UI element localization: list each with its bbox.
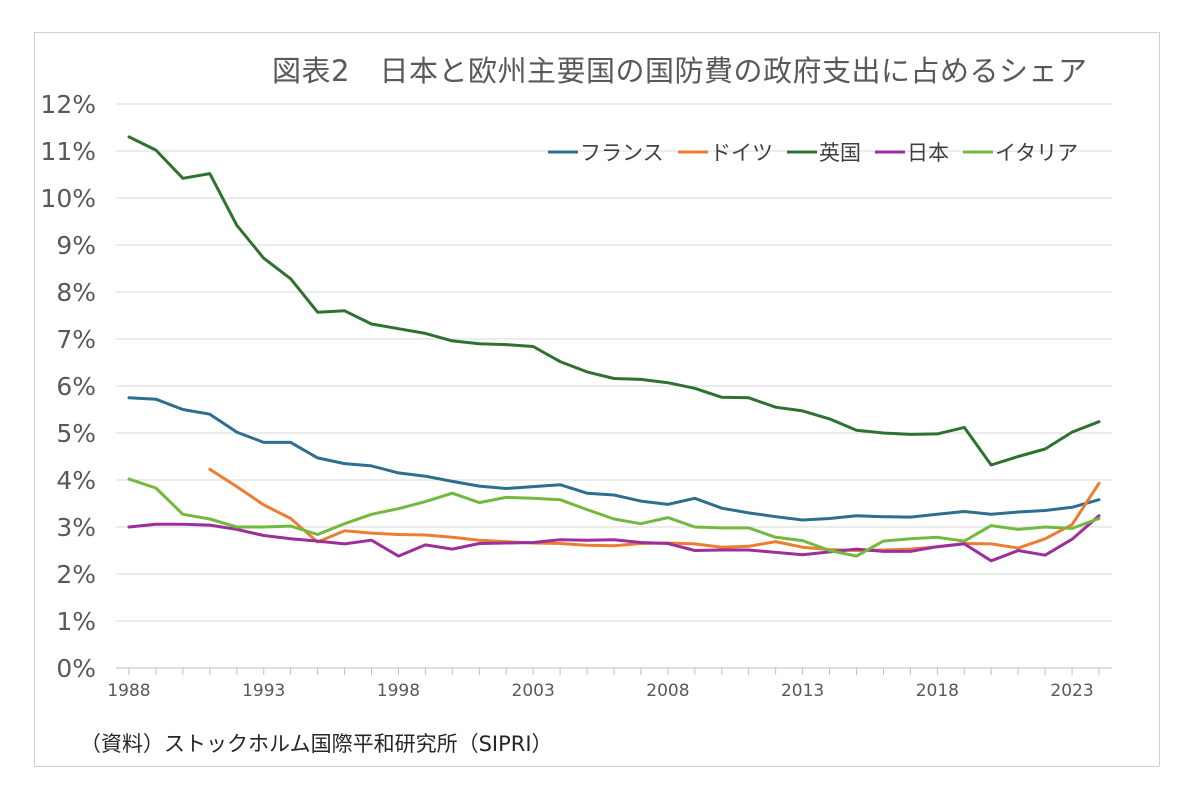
gridlines — [116, 103, 1112, 669]
legend: フランス ドイツ 英国 日本 イタリア — [548, 141, 1078, 165]
y-tick-label: 5% — [56, 419, 96, 448]
y-axis-ticks: 0% 1% 2% 3% 4% 5% 6% 7% 8% 9% 10% 11% 12% — [40, 90, 96, 683]
chart-frame — [34, 32, 1160, 767]
x-tick-label: 1988 — [107, 681, 150, 701]
y-tick-label: 2% — [56, 560, 96, 589]
series-lines — [127, 135, 1101, 563]
y-tick-label: 10% — [40, 184, 96, 213]
x-tick-label: 1993 — [242, 681, 285, 701]
y-tick-label: 3% — [56, 513, 96, 542]
source-note: （資料）ストックホルム国際平和研究所（SIPRI） — [80, 732, 553, 756]
y-tick-label: 7% — [56, 325, 96, 354]
legend-label: 日本 — [907, 141, 949, 165]
y-tick-label: 4% — [56, 466, 96, 495]
legend-label: イタリア — [995, 141, 1078, 165]
x-tick-label: 1998 — [377, 681, 420, 701]
legend-label: ドイツ — [710, 141, 773, 165]
y-tick-label: 8% — [56, 278, 96, 307]
series-line-4 — [127, 477, 1101, 558]
y-tick-label: 9% — [56, 231, 96, 260]
series-line-3 — [127, 514, 1101, 563]
x-axis: 1988 1993 1998 2003 2008 2013 2018 2023 — [107, 668, 1100, 701]
y-tick-label: 6% — [56, 372, 96, 401]
y-tick-label: 11% — [40, 137, 96, 166]
y-tick-label: 0% — [56, 654, 96, 683]
y-tick-label: 1% — [56, 607, 96, 636]
x-tick-label: 2023 — [1050, 681, 1093, 701]
series-line-2 — [127, 135, 1101, 467]
x-tick-label: 2003 — [512, 681, 555, 701]
chart-title: 図表2 日本と欧州主要国の国防費の政府支出に占めるシェア — [272, 54, 1088, 88]
x-tick-label: 2008 — [646, 681, 689, 701]
x-tick-label: 2018 — [916, 681, 959, 701]
legend-label: 英国 — [819, 141, 861, 165]
y-tick-label: 12% — [40, 90, 96, 119]
series-line-1 — [208, 467, 1101, 552]
series-line-0 — [127, 396, 1101, 522]
legend-label: フランス — [580, 141, 664, 165]
x-tick-label: 2013 — [781, 681, 824, 701]
